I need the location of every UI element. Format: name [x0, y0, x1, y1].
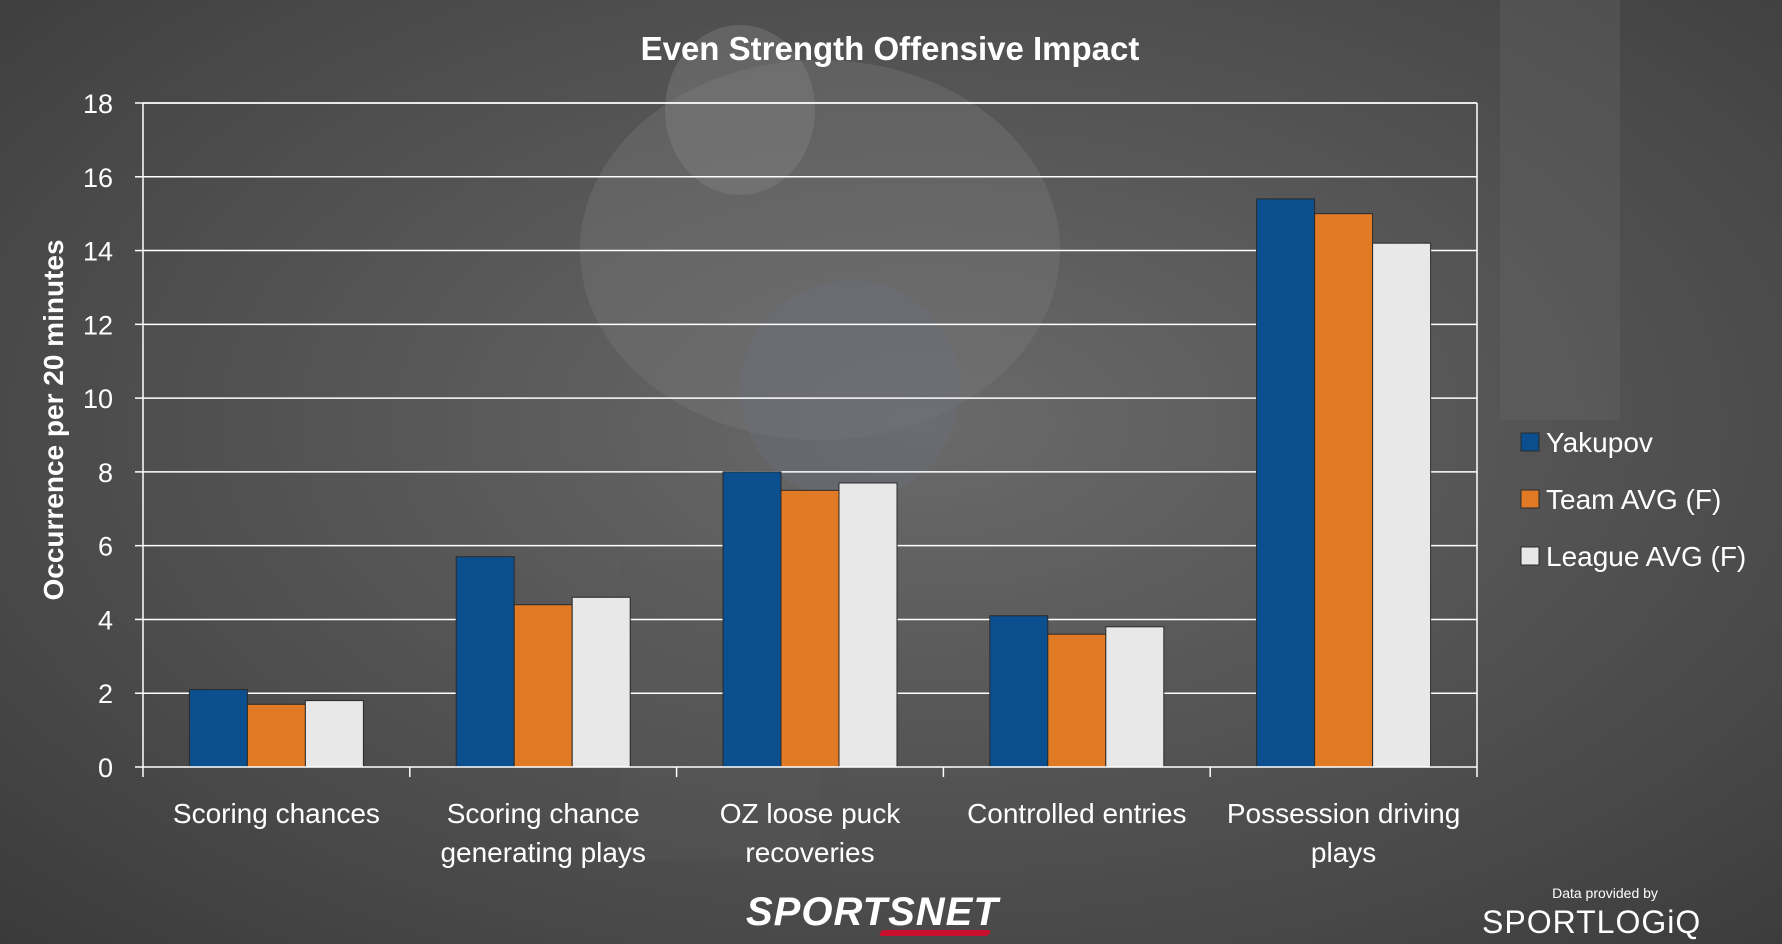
x-tick-label: OZ loose puck: [720, 798, 902, 829]
legend-label: Team AVG (F): [1546, 484, 1721, 515]
y-tick-label: 18: [83, 89, 113, 119]
bar-team-avg-f--0: [246, 703, 306, 768]
x-tick-label: plays: [1311, 837, 1376, 868]
bar-league-avg-f--3: [1105, 626, 1165, 768]
sportsnet-logo: SPORTSNET: [746, 890, 999, 934]
legend-swatch: [1520, 432, 1540, 452]
bars: [188, 198, 1432, 768]
bar-team-avg-f--4: [1314, 213, 1374, 768]
y-tick-label: 2: [98, 679, 113, 709]
bar-team-avg-f--1: [513, 604, 573, 768]
bar-league-avg-f--4: [1372, 242, 1432, 768]
chart-title: Even Strength Offensive Impact: [641, 30, 1140, 67]
bar-league-avg-f--0: [304, 700, 364, 768]
bar-yakupov-0: [188, 689, 248, 768]
legend-swatch: [1520, 546, 1540, 566]
y-tick-label: 12: [83, 310, 113, 340]
x-tick-label: Scoring chances: [173, 798, 380, 829]
bar-league-avg-f--2: [838, 482, 898, 768]
x-tick-label: recoveries: [745, 837, 874, 868]
bar-yakupov-4: [1256, 198, 1316, 768]
y-tick-label: 16: [83, 163, 113, 193]
y-axis-label: Occurrence per 20 minutes: [38, 239, 69, 600]
y-tick-label: 6: [98, 532, 113, 562]
legend-swatch: [1520, 489, 1540, 509]
x-tick-label: Controlled entries: [967, 798, 1186, 829]
bar-yakupov-2: [722, 471, 782, 768]
y-tick-label: 4: [98, 605, 113, 635]
x-tick-label: Scoring chance: [447, 798, 640, 829]
x-tick-label: Possession driving: [1227, 798, 1460, 829]
legend: Yakupov Team AVG (F) League AVG (F): [1520, 427, 1746, 572]
legend-label: Yakupov: [1546, 427, 1653, 458]
data-credit-text: Data provided by: [1552, 885, 1658, 901]
bar-team-avg-f--3: [1047, 633, 1107, 768]
axes: 0 2 4 6 8 10 12 14 16 18 Scoring chances Scoring ch…: [83, 89, 1478, 868]
y-tick-label: 14: [83, 237, 113, 267]
legend-label: League AVG (F): [1546, 541, 1746, 572]
sportsnet-swoosh-icon: [878, 930, 992, 936]
bar-team-avg-f--2: [780, 489, 840, 768]
bar-yakupov-1: [455, 556, 515, 768]
sportlogiq-logo: SPORTLOGiQ: [1482, 904, 1702, 940]
y-tick-label: 10: [83, 384, 113, 414]
bar-league-avg-f--1: [571, 596, 631, 768]
y-tick-label: 0: [98, 753, 113, 783]
bar-yakupov-3: [989, 615, 1049, 768]
x-tick-label: generating plays: [440, 837, 645, 868]
y-tick-label: 8: [98, 458, 113, 488]
